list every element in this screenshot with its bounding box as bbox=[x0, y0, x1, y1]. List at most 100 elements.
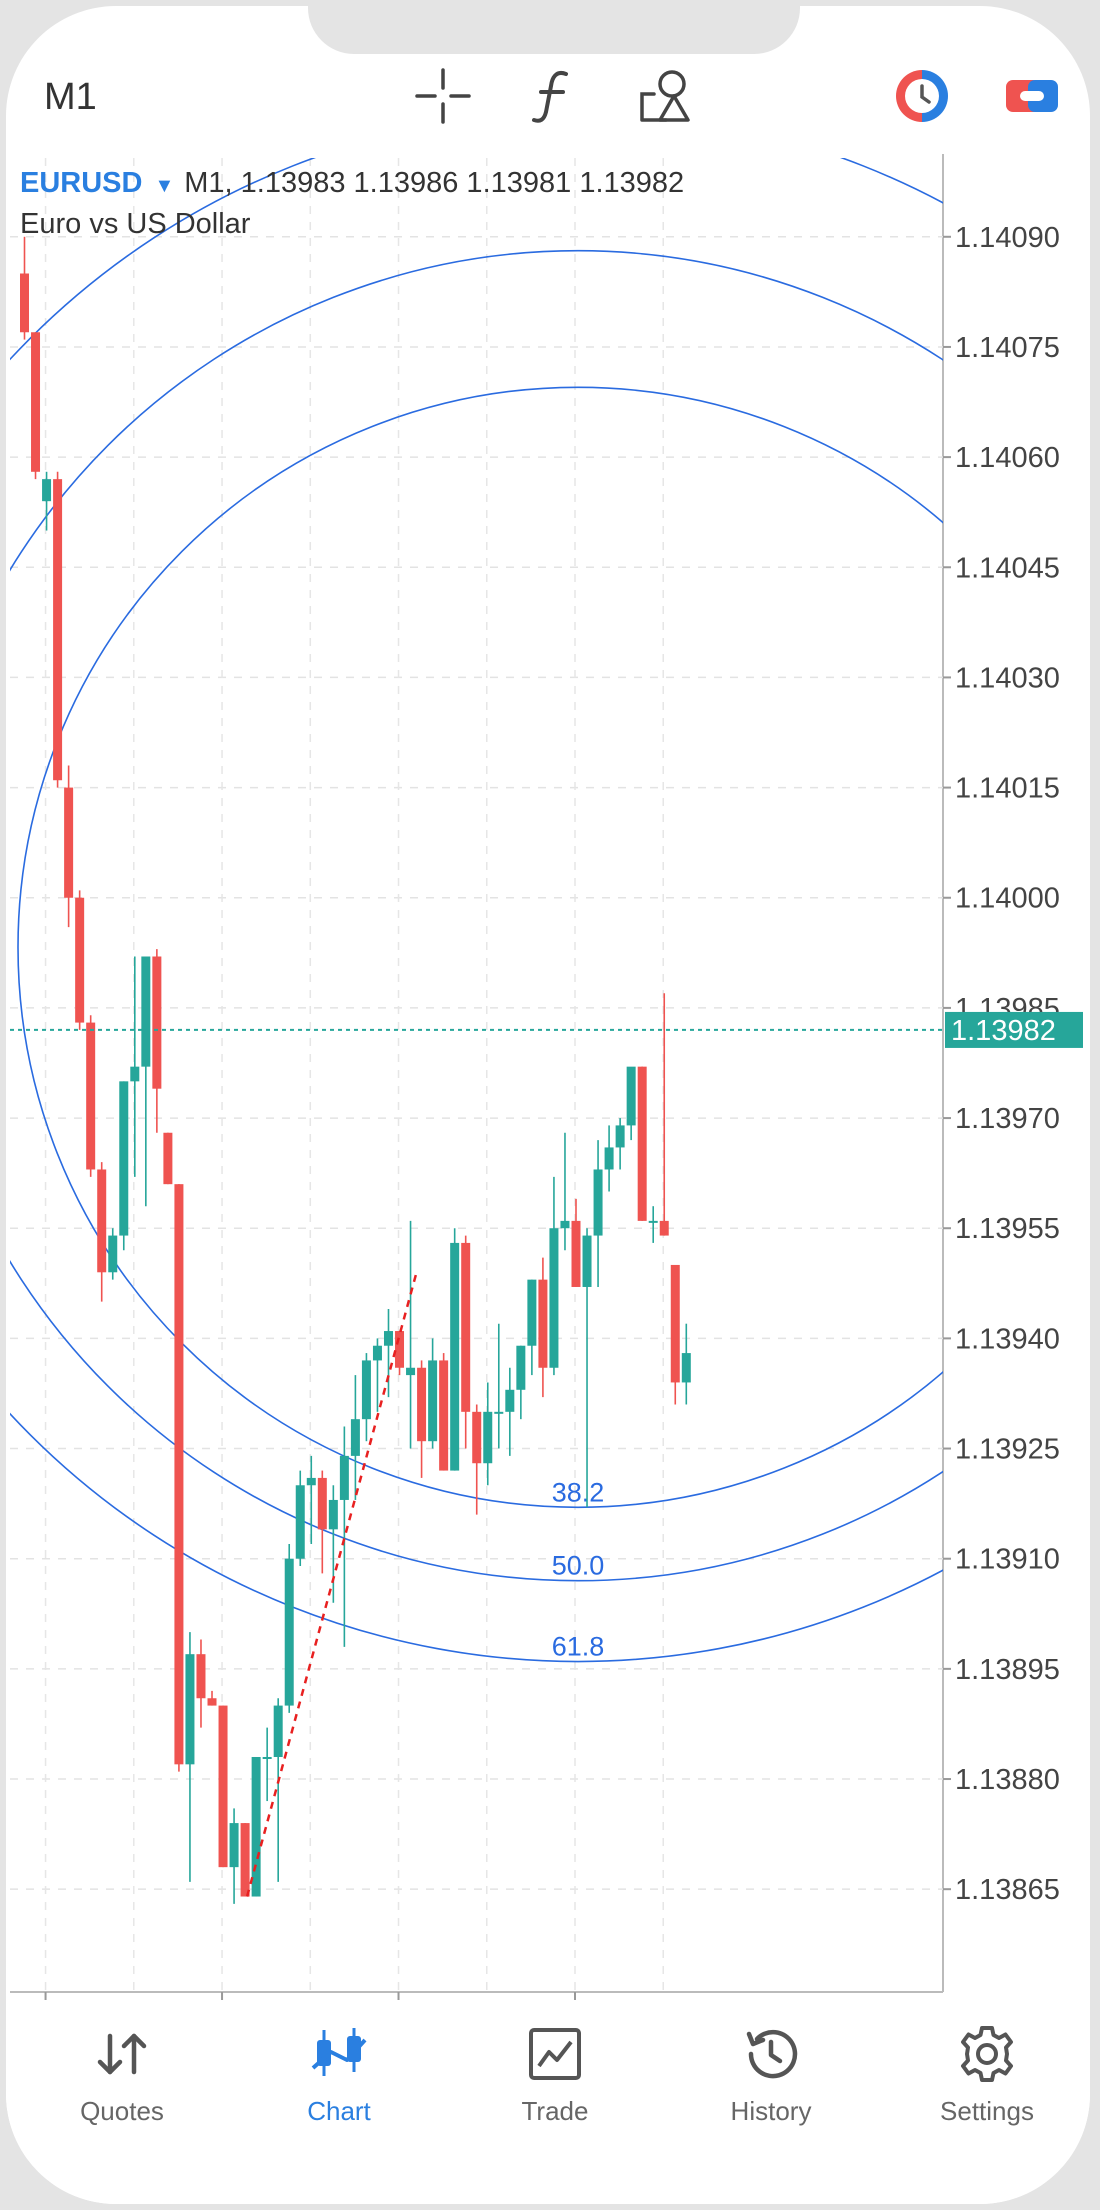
candle bbox=[141, 956, 151, 1207]
candle-body bbox=[20, 273, 29, 333]
crosshair-button[interactable] bbox=[411, 64, 475, 128]
price-tick-label: 1.14090 bbox=[955, 222, 1060, 254]
candle-body bbox=[615, 1125, 625, 1148]
tab-settings-label: Settings bbox=[940, 2096, 1034, 2126]
candle-body bbox=[461, 1242, 471, 1412]
candle bbox=[505, 1367, 515, 1456]
candle-body bbox=[361, 1360, 371, 1420]
candle bbox=[604, 1125, 614, 1192]
candle bbox=[560, 1132, 570, 1251]
candle-body bbox=[494, 1411, 504, 1414]
tab-trade-label: Trade bbox=[521, 2096, 589, 2126]
candle bbox=[240, 1823, 250, 1897]
fibonacci-base-trendline bbox=[245, 1271, 418, 1897]
candle-body bbox=[593, 1169, 603, 1236]
candle bbox=[659, 993, 669, 1236]
candle-body bbox=[395, 1331, 405, 1368]
one-click-trading-button[interactable] bbox=[890, 64, 954, 128]
candle bbox=[670, 1264, 680, 1405]
candle-body bbox=[75, 897, 85, 1023]
price-tick-label: 1.13940 bbox=[955, 1323, 1060, 1355]
candle bbox=[108, 1228, 118, 1280]
candle bbox=[328, 1485, 338, 1603]
candle-body bbox=[119, 1081, 129, 1236]
candle bbox=[350, 1375, 360, 1500]
symbol-description: Euro vs US Dollar bbox=[20, 208, 251, 240]
candle-body bbox=[516, 1345, 526, 1390]
objects-button[interactable] bbox=[632, 64, 696, 128]
candle-body bbox=[86, 1022, 96, 1170]
candle-body bbox=[284, 1558, 294, 1706]
tab-settings[interactable]: Settings bbox=[879, 2000, 1090, 2140]
price-tick-label: 1.13925 bbox=[955, 1434, 1060, 1466]
tab-chart-label: Chart bbox=[307, 2096, 371, 2126]
candle bbox=[174, 1184, 184, 1772]
trade-toggle-button[interactable] bbox=[1000, 64, 1064, 128]
fibonacci-arc-50.0 bbox=[10, 250, 943, 1582]
trade-toggle-icon bbox=[1006, 80, 1058, 112]
price-tick-label: 1.14015 bbox=[955, 773, 1060, 805]
candle bbox=[284, 1544, 294, 1713]
candle-body bbox=[350, 1419, 360, 1456]
candle-body bbox=[538, 1279, 548, 1368]
chart-icon bbox=[311, 2028, 367, 2076]
candle bbox=[571, 1198, 581, 1287]
indicators-button[interactable] bbox=[522, 64, 586, 128]
candle-body bbox=[648, 1220, 658, 1223]
candle bbox=[31, 332, 41, 480]
candle-body bbox=[108, 1235, 118, 1273]
candle-body bbox=[571, 1220, 581, 1287]
fibonacci-arc-38.2 bbox=[17, 386, 943, 1508]
candle bbox=[295, 1470, 305, 1567]
candle-body bbox=[251, 1756, 261, 1897]
price-tick-label: 1.13880 bbox=[955, 1764, 1060, 1796]
price-tick-label: 1.13955 bbox=[955, 1213, 1060, 1245]
objects-icon bbox=[640, 70, 690, 122]
candle-body bbox=[659, 1220, 669, 1236]
tab-quotes[interactable]: Quotes bbox=[14, 2000, 230, 2140]
symbol-dropdown-icon[interactable]: ▼ bbox=[154, 175, 175, 197]
candle bbox=[395, 1331, 405, 1376]
candle bbox=[439, 1353, 449, 1471]
current-price-badge bbox=[945, 1011, 1083, 1048]
candle-body bbox=[428, 1360, 438, 1442]
candle-body bbox=[505, 1389, 515, 1412]
price-tick-label: 1.14060 bbox=[955, 442, 1060, 474]
candle-body bbox=[141, 956, 151, 1067]
price-tick-label: 1.14045 bbox=[955, 552, 1060, 584]
candle bbox=[185, 1632, 195, 1882]
candle bbox=[75, 890, 85, 1030]
candle bbox=[516, 1345, 526, 1420]
timeframe-button[interactable]: M1 bbox=[44, 76, 97, 118]
candle-body bbox=[626, 1066, 636, 1126]
candle bbox=[262, 1727, 272, 1802]
candle bbox=[637, 1066, 647, 1221]
tab-history[interactable]: History bbox=[663, 2000, 879, 2140]
candle-body bbox=[439, 1360, 449, 1471]
price-chart[interactable]: 1.14090 1.14075 1.14060 1.14045 1.14030 1.140… bbox=[6, 154, 1090, 2000]
candle-body bbox=[483, 1411, 493, 1464]
candle-body bbox=[637, 1066, 647, 1221]
tab-trade[interactable]: Trade bbox=[447, 2000, 663, 2140]
chart-canvas[interactable]: 1.14090 1.14075 1.14060 1.14045 1.14030 1.140… bbox=[6, 154, 1090, 2000]
candle bbox=[593, 1140, 603, 1287]
candle bbox=[428, 1338, 438, 1449]
candle bbox=[218, 1705, 228, 1868]
trade-icon bbox=[529, 2028, 581, 2080]
fibonacci-level-label: 61.8 bbox=[552, 1632, 605, 1662]
candle bbox=[207, 1690, 217, 1706]
fibonacci-level-label: 50.0 bbox=[552, 1551, 605, 1581]
price-tick-label: 1.13970 bbox=[955, 1103, 1060, 1135]
candle-body bbox=[604, 1147, 614, 1170]
symbol-label[interactable]: EURUSD bbox=[20, 167, 143, 199]
candle-body bbox=[372, 1345, 382, 1361]
candle bbox=[64, 765, 74, 928]
candle bbox=[273, 1698, 283, 1882]
chart-toolbar: M1 bbox=[6, 6, 1090, 154]
candle-body bbox=[681, 1353, 691, 1383]
candle bbox=[196, 1639, 206, 1728]
tab-chart[interactable]: Chart bbox=[231, 2000, 447, 2140]
candle bbox=[483, 1382, 493, 1486]
candle-body bbox=[174, 1184, 184, 1765]
